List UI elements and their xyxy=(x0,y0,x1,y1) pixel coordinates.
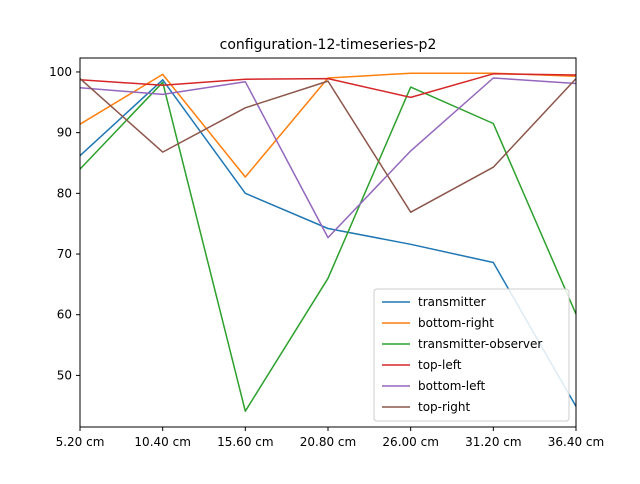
legend-label: transmitter xyxy=(418,295,486,309)
series-line-transmitter-observer xyxy=(79,81,577,412)
x-tick-label: 36.40 cm xyxy=(548,435,604,449)
x-tick-label: 5.20 cm xyxy=(56,435,105,449)
y-tick-label: 70 xyxy=(57,247,72,261)
y-tick-label: 50 xyxy=(57,368,72,382)
x-tick-label: 20.80 cm xyxy=(300,435,356,449)
series-line-bottom-left xyxy=(79,77,577,239)
x-tick-label: 15.60 cm xyxy=(217,435,273,449)
series-line-transmitter xyxy=(79,79,577,407)
axis-layer: 5.20 cm 10.40 cm 15.60 cm 20.80 cm 26.00 cm 3… xyxy=(49,65,604,449)
chart-title: configuration-12-timeseries-p2 xyxy=(220,37,437,53)
y-tick-label: 100 xyxy=(49,65,72,79)
x-tick-label: 26.00 cm xyxy=(382,435,438,449)
series-line-top-left xyxy=(79,73,577,99)
x-tick-label: 10.40 cm xyxy=(134,435,190,449)
legend-label: transmitter-observer xyxy=(418,337,542,351)
legend-label: top-right xyxy=(418,400,470,414)
y-tick-label: 60 xyxy=(57,308,72,322)
series-line-top-right xyxy=(79,78,577,213)
legend-label: top-left xyxy=(418,358,462,372)
y-tick-label: 80 xyxy=(57,186,72,200)
legend-frame xyxy=(373,288,570,422)
legend-label: bottom-left xyxy=(418,379,485,393)
legend: transmitter bottom-right transmitter-obser… xyxy=(373,288,570,422)
x-tick-label: 31.20 cm xyxy=(465,435,521,449)
y-tick-label: 90 xyxy=(57,126,72,140)
legend-label: bottom-right xyxy=(418,316,494,330)
series-line-bottom-right xyxy=(79,72,577,178)
series-layer xyxy=(79,72,577,412)
